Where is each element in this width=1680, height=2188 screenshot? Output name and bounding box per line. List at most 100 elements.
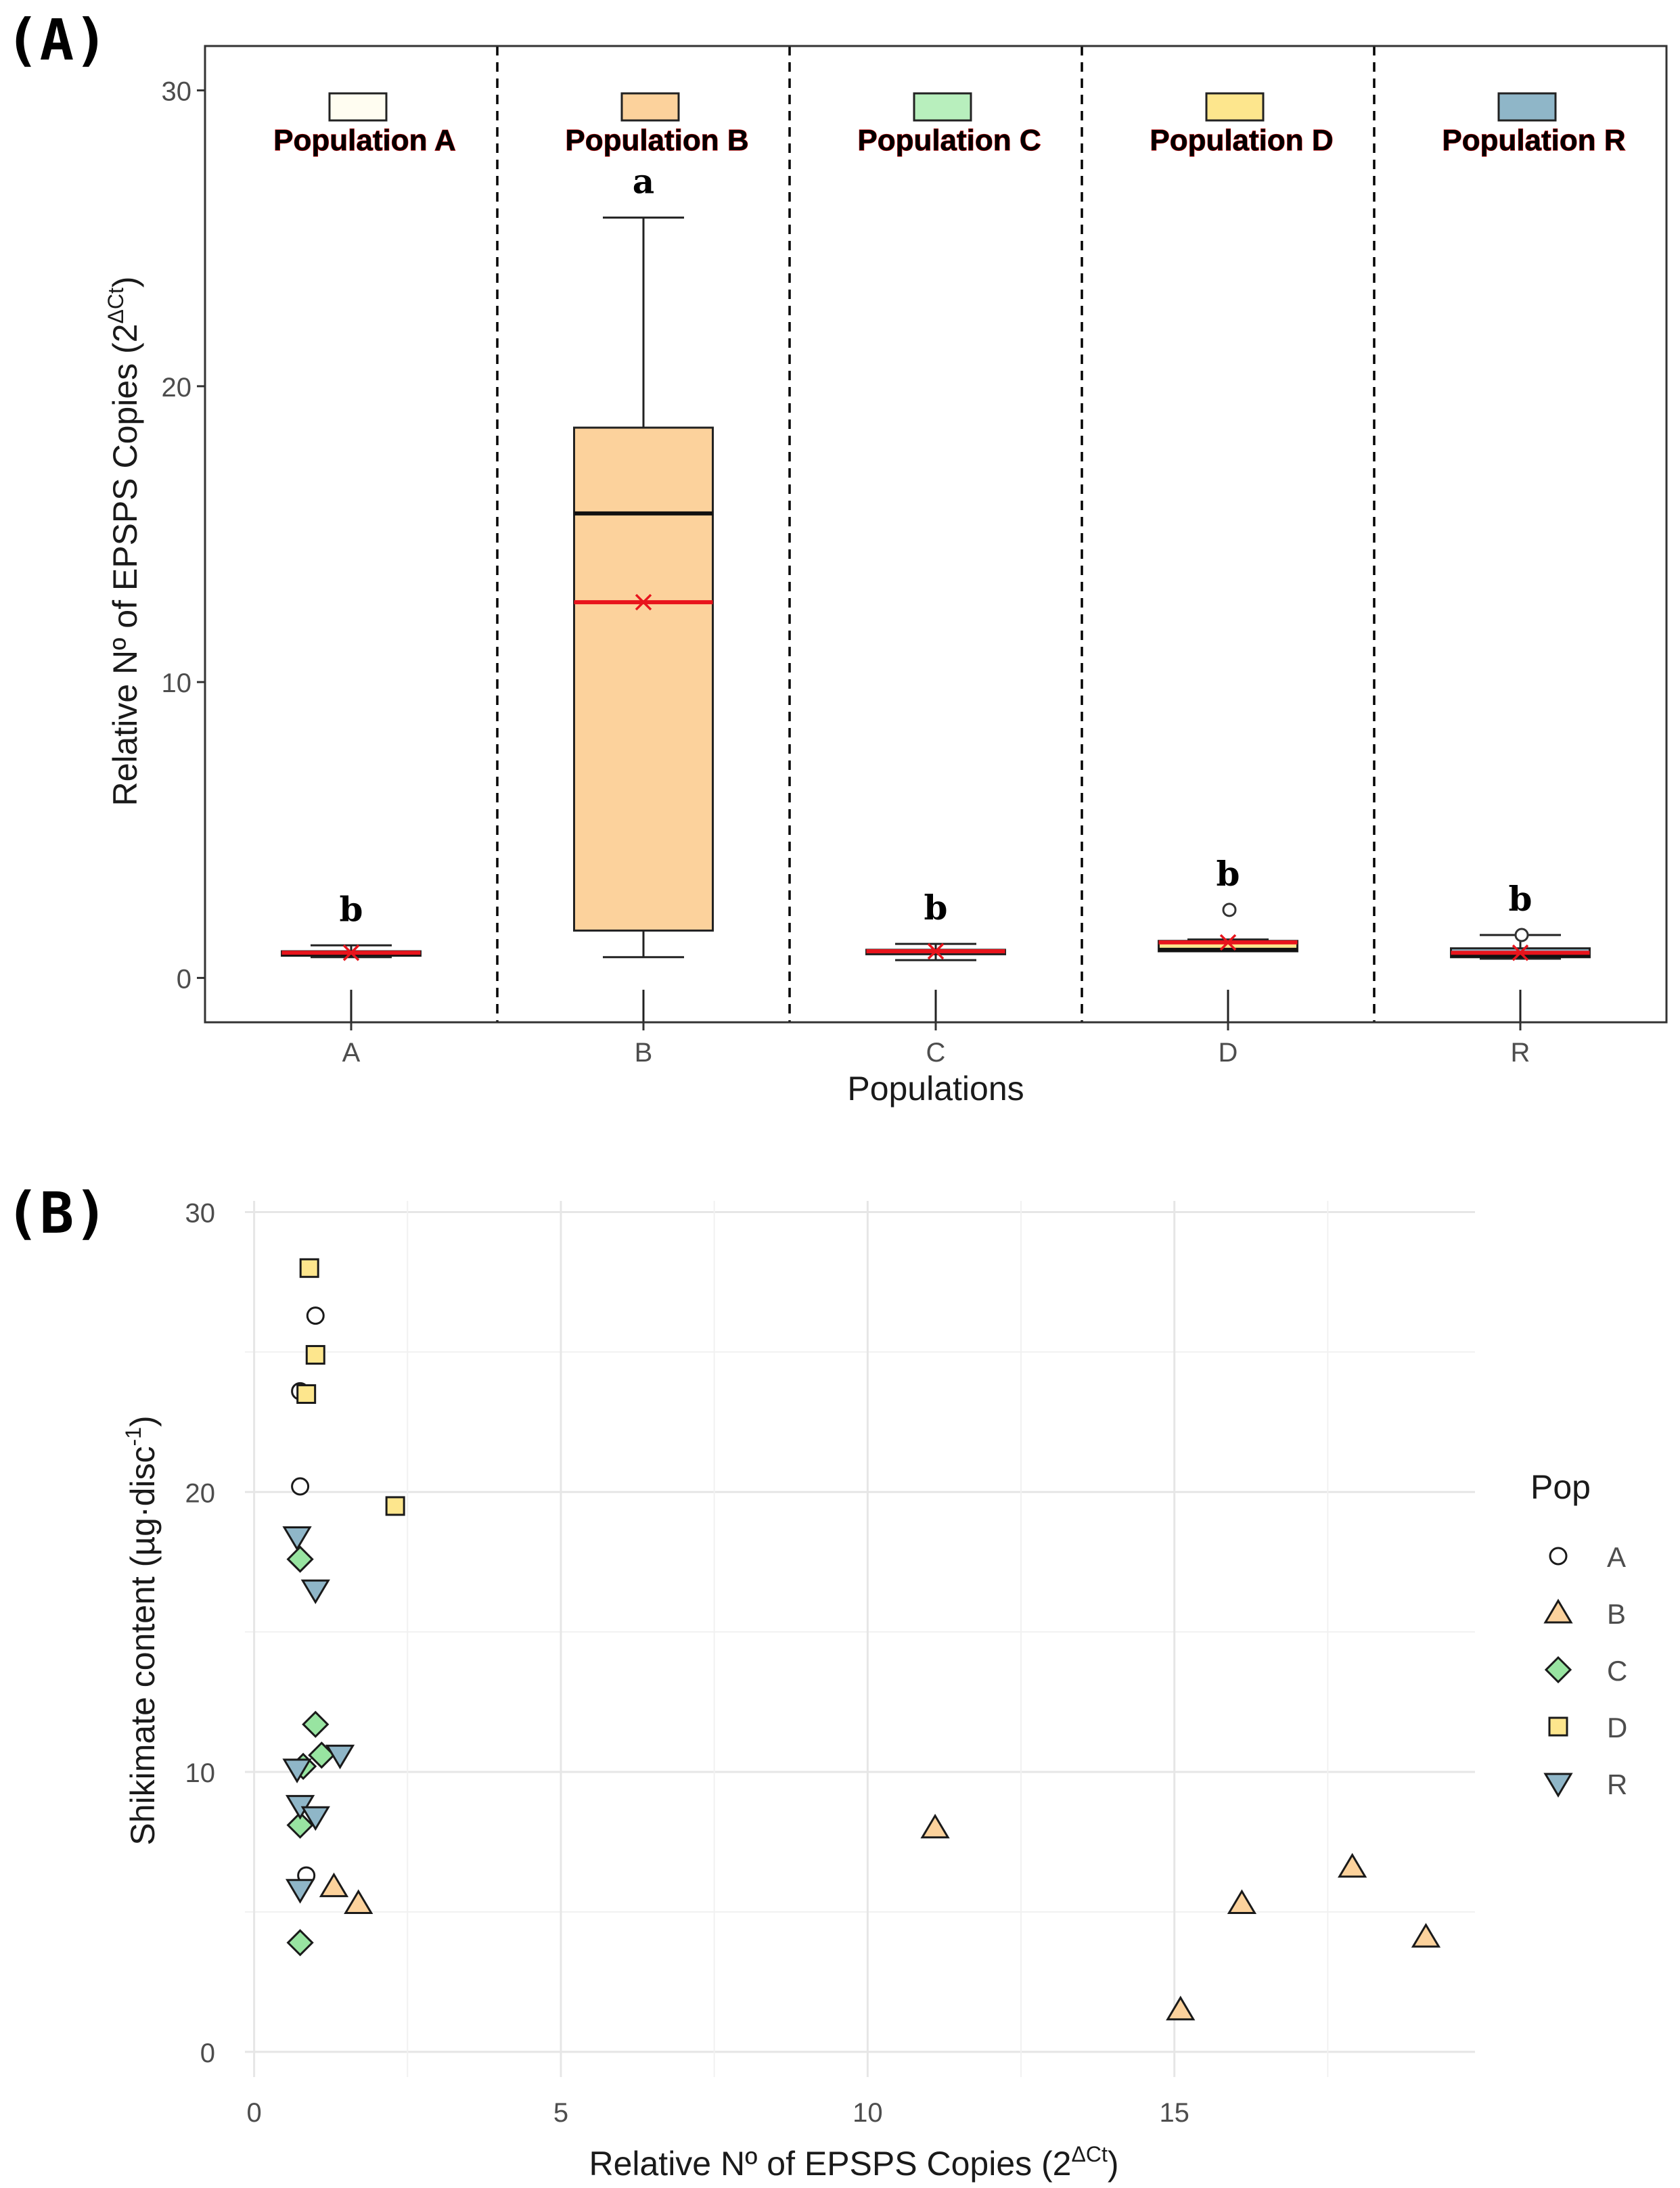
point-r xyxy=(282,1526,312,1551)
y-tick-label: 30 xyxy=(162,77,192,107)
facet-color-swatch xyxy=(328,92,388,122)
facet-label: Population C xyxy=(857,124,1041,157)
point-r xyxy=(285,1879,315,1904)
y-tick-label: 0 xyxy=(200,2038,215,2068)
point-d xyxy=(305,1345,325,1365)
point-d xyxy=(385,1496,405,1516)
legend-key-d xyxy=(1548,1716,1568,1737)
box-group-b xyxy=(573,216,714,1022)
panel-b: (B) 0 10 20 30 0 5 10 15 Relative Nº of EPSPS … xyxy=(5,1180,1627,2183)
panel-b-x-title-main: Relative Nº of EPSPS Copies (2 xyxy=(589,2145,1071,2183)
y-tick-label: 10 xyxy=(162,668,192,698)
point-a xyxy=(291,1477,310,1496)
x-tick-label: 10 xyxy=(853,2098,883,2128)
panel-a-y-ticks: 0 10 20 30 xyxy=(162,77,205,994)
point-b xyxy=(1227,1889,1257,1914)
y-tick-label: 20 xyxy=(185,1478,216,1508)
legend-key-a xyxy=(1549,1547,1568,1566)
panel-a-y-axis-title: Relative Nº of EPSPS Copies (2ΔCt) xyxy=(104,276,144,806)
panel-b-x-ticks: 0 5 10 15 xyxy=(246,2098,1189,2128)
panel-b-x-title-end: ) xyxy=(1108,2145,1119,2183)
point-b xyxy=(920,1813,950,1839)
x-tick-label: 15 xyxy=(1159,2098,1189,2128)
facet-label: Population R xyxy=(1442,124,1625,157)
legend-key-b xyxy=(1543,1599,1573,1624)
panel-a-boxes xyxy=(281,216,1591,1022)
panel-b-label: (B) xyxy=(5,1180,108,1246)
legend-label: B xyxy=(1607,1598,1626,1630)
point-c xyxy=(302,1710,330,1738)
box-group-r xyxy=(1450,928,1591,1022)
panel-a-y-title-sup: ΔCt xyxy=(104,288,128,323)
point-r xyxy=(300,1806,330,1831)
box-group-a xyxy=(281,944,422,1022)
significance-letter: b xyxy=(1509,879,1533,919)
panel-a-y-title-main: Relative Nº of EPSPS Copies (2 xyxy=(106,324,144,806)
point-b xyxy=(319,1872,349,1898)
panel-b-y-title-sup: -1 xyxy=(121,1427,145,1446)
x-tick-label: D xyxy=(1219,1038,1238,1068)
mean-marker xyxy=(635,593,652,611)
point-d xyxy=(299,1258,319,1278)
point-b xyxy=(1166,1995,1196,2021)
point-r xyxy=(282,1758,312,1783)
x-tick-label: 5 xyxy=(553,2098,568,2128)
significance-letter: b xyxy=(340,889,363,929)
mean-marker xyxy=(927,942,945,960)
point-c xyxy=(286,1545,314,1573)
legend-label: R xyxy=(1607,1769,1627,1800)
mean-marker xyxy=(342,944,360,961)
x-tick-label: R xyxy=(1511,1038,1530,1068)
significance-letter: a xyxy=(633,162,654,202)
point-r xyxy=(325,1744,355,1770)
panel-a-x-axis-title: Populations xyxy=(847,1070,1024,1108)
legend-key-c xyxy=(1544,1656,1572,1684)
x-tick-label: 0 xyxy=(246,2098,261,2128)
point-r xyxy=(300,1579,330,1605)
y-tick-label: 20 xyxy=(162,373,192,403)
point-b xyxy=(1338,1852,1367,1878)
point-b xyxy=(1411,1923,1441,1948)
panel-a-separators xyxy=(496,46,1376,1022)
y-tick-label: 0 xyxy=(177,964,191,994)
x-tick-label: C xyxy=(926,1038,946,1068)
legend-label: A xyxy=(1607,1541,1626,1573)
box-iqr xyxy=(573,426,714,932)
facet-label: Population D xyxy=(1150,124,1333,157)
significance-letter: b xyxy=(1217,854,1240,894)
x-tick-label: B xyxy=(635,1038,653,1068)
y-tick-label: 30 xyxy=(185,1199,216,1229)
box-group-c xyxy=(865,942,1006,1022)
panel-a-y-title-end: ) xyxy=(106,276,144,288)
panel-a: (A) b Population A a Population B b Populatio… xyxy=(5,7,1668,1108)
facet-label: Population A xyxy=(273,124,456,157)
point-c xyxy=(286,1929,314,1957)
panel-b-y-ticks: 0 10 20 30 xyxy=(185,1199,216,2068)
panel-a-facet-labels: b Population A a Population B b Population C b… xyxy=(273,92,1626,929)
x-tick-label: A xyxy=(342,1038,361,1068)
legend-label: C xyxy=(1607,1655,1627,1687)
facet-label: Population B xyxy=(565,124,748,157)
significance-letter: b xyxy=(924,888,948,928)
box-group-d xyxy=(1158,903,1298,1022)
y-tick-label: 10 xyxy=(185,1758,216,1788)
legend-label: D xyxy=(1607,1712,1627,1743)
mean-marker xyxy=(1219,934,1237,951)
point-b xyxy=(344,1889,373,1914)
panel-a-label: (A) xyxy=(5,7,108,73)
facet-color-swatch xyxy=(620,92,680,122)
point-d xyxy=(296,1384,317,1404)
panel-b-points xyxy=(282,1258,1441,2021)
panel-b-gridlines xyxy=(245,1201,1475,2077)
panel-b-y-title-end: ) xyxy=(124,1415,162,1427)
facet-color-swatch xyxy=(1205,92,1265,122)
mean-marker xyxy=(1512,944,1529,961)
facet-color-swatch xyxy=(913,92,972,122)
panel-b-x-axis-title: Relative Nº of EPSPS Copies (2ΔCt) xyxy=(589,2142,1118,2183)
panel-b-y-axis-title: Shikimate content (µg·disc-1) xyxy=(121,1415,162,1845)
legend-title: Pop xyxy=(1530,1468,1591,1506)
